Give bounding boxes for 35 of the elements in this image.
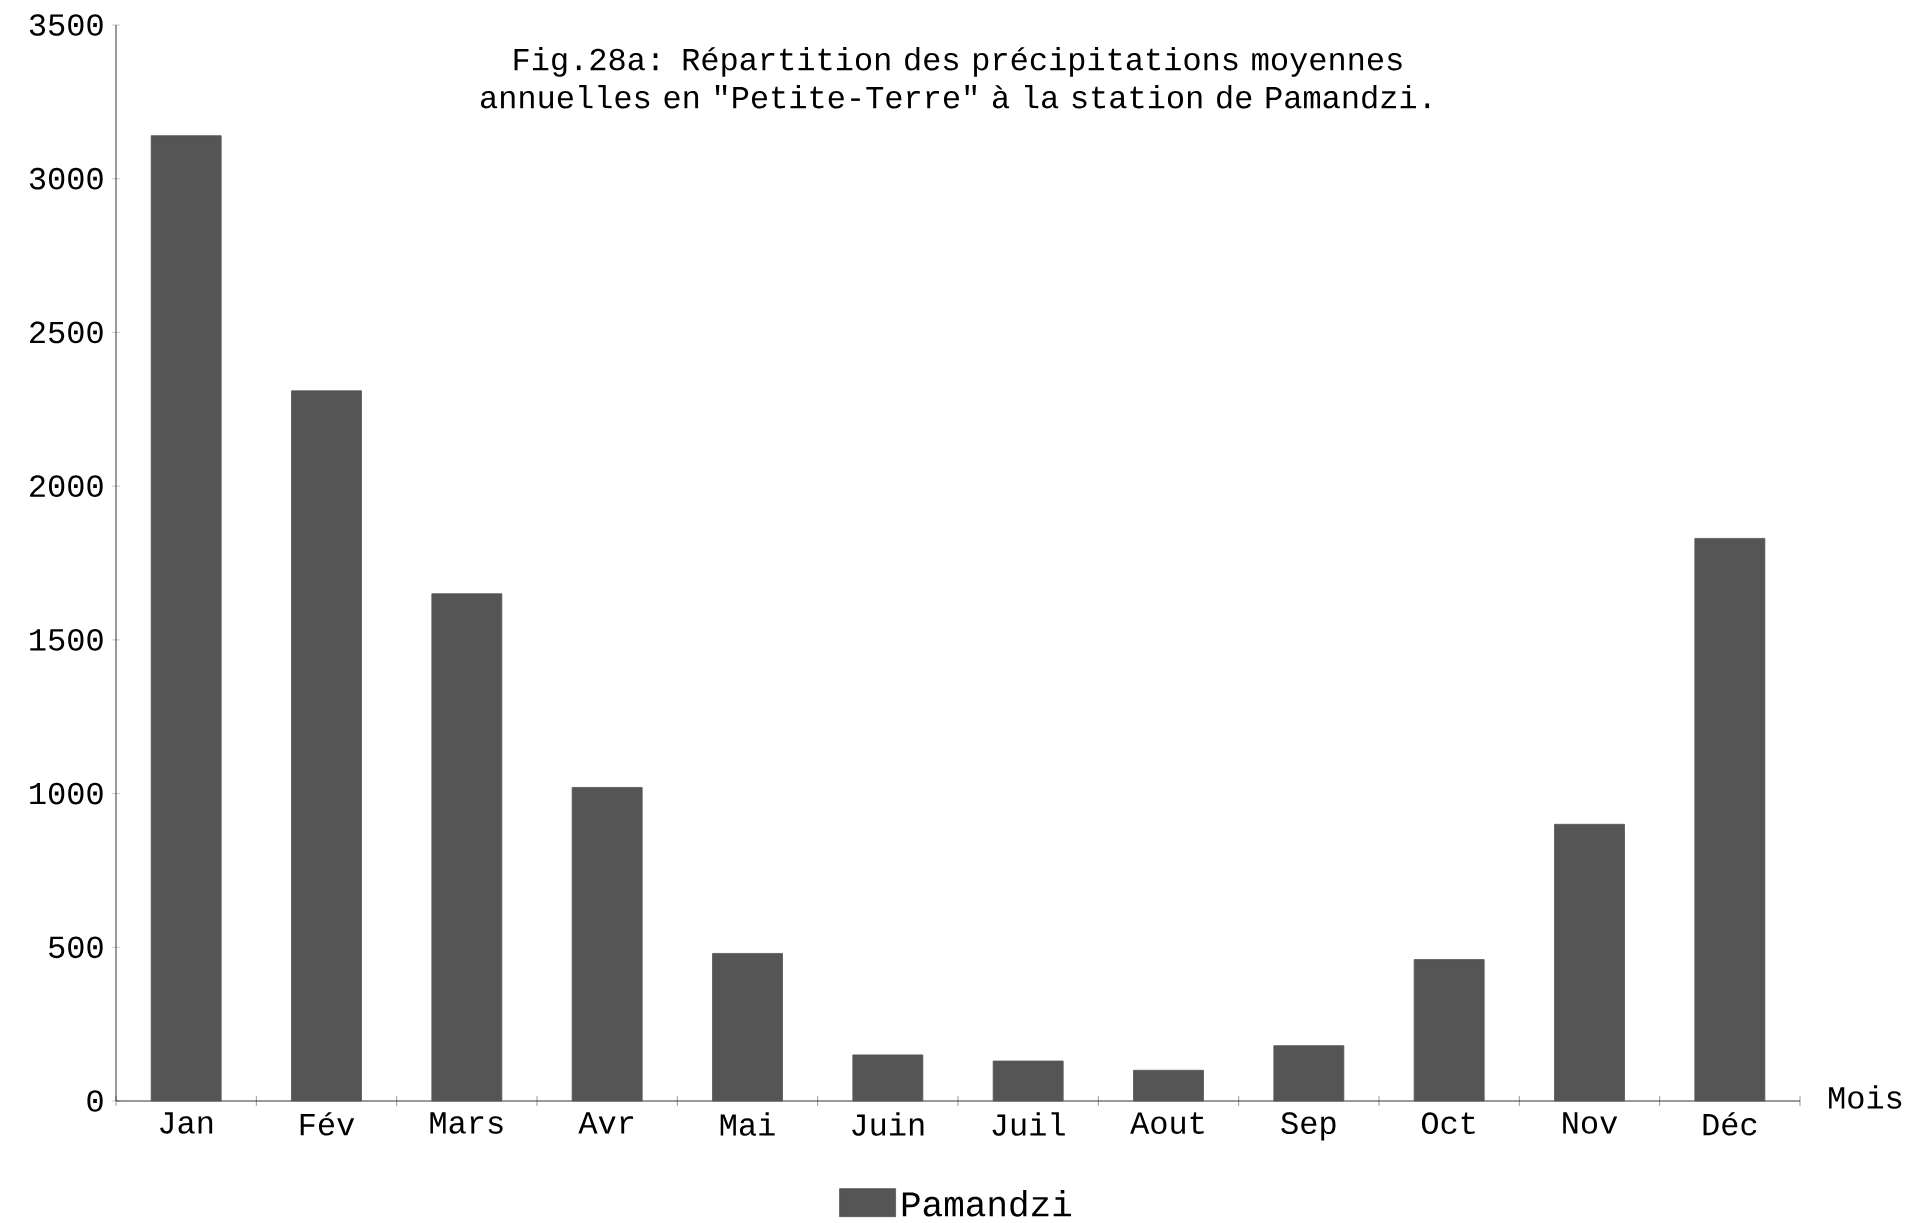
x-tick-label: Sep	[1281, 1112, 1336, 1141]
x-tick-label: Jan	[160, 1112, 213, 1134]
x-tick-label: Mai	[720, 1112, 775, 1136]
bar	[571, 787, 643, 1102]
y-tick-label: 2500	[30, 321, 103, 344]
legend-label: Pamandzi	[902, 1190, 1071, 1217]
y-tick-label: 1000	[30, 782, 103, 805]
x-tick-label: Aout	[1130, 1112, 1204, 1134]
x-tick-label: Juin	[852, 1112, 924, 1136]
x-tick-label: Mars	[430, 1112, 503, 1134]
bar	[992, 1060, 1064, 1102]
y-tick-label: 3000	[29, 167, 103, 190]
bar	[150, 135, 222, 1102]
x-tick-label: Nov	[1563, 1112, 1618, 1134]
x-axis-title: Mois	[1829, 1085, 1902, 1109]
bar	[431, 593, 503, 1102]
bar	[1273, 1045, 1345, 1102]
y-tick-label: 3500	[29, 14, 103, 36]
bar	[1694, 538, 1766, 1102]
y-tick-label: 0	[87, 1090, 103, 1112]
x-tick-label: Avr	[578, 1112, 634, 1134]
bar	[1554, 823, 1625, 1102]
y-tick-label: 2000	[30, 475, 103, 497]
bar	[852, 1054, 924, 1102]
y-tick-label: 500	[49, 936, 103, 959]
bar	[712, 953, 783, 1102]
x-tick-label: Déc	[1703, 1112, 1757, 1136]
bar	[291, 390, 362, 1102]
text: Fig.28a: Répartition des précipitations moyennes annuelles en "Petite-Terre" à la station de Pamandzi.	[481, 46, 1430, 109]
x-tick-label: Juil	[992, 1112, 1065, 1136]
x-tick-label: Oct	[1421, 1112, 1475, 1135]
bar	[1133, 1069, 1204, 1102]
y-tick-label: 1500	[30, 629, 103, 651]
bar	[1413, 959, 1485, 1102]
x-tick-label: Fév	[300, 1112, 355, 1136]
